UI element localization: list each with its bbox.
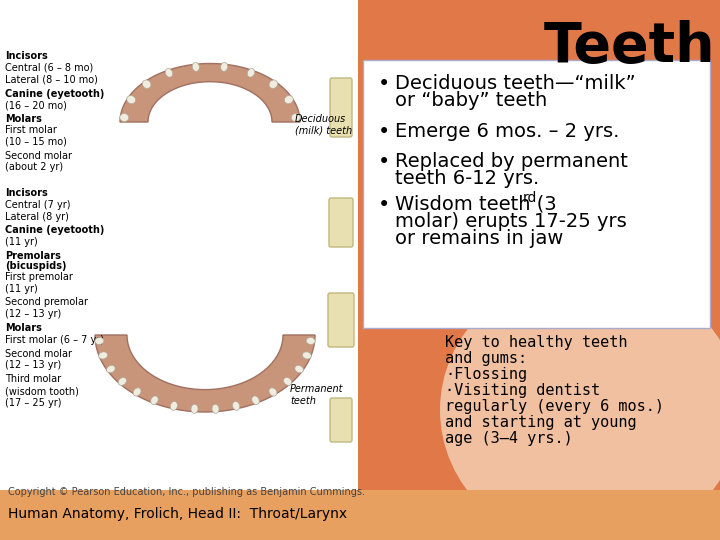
Text: Second molar: Second molar xyxy=(5,151,72,161)
Ellipse shape xyxy=(294,366,303,373)
Ellipse shape xyxy=(143,80,151,89)
Text: (12 – 13 yr): (12 – 13 yr) xyxy=(5,360,61,370)
Text: Copyright © Pearson Education, Inc., publishing as Benjamin Cummings.: Copyright © Pearson Education, Inc., pub… xyxy=(8,487,365,497)
Ellipse shape xyxy=(118,377,127,386)
Text: First molar (6 – 7 yr): First molar (6 – 7 yr) xyxy=(5,335,104,345)
Text: ·Visiting dentist: ·Visiting dentist xyxy=(445,383,600,398)
Text: Deciduous teeth—“milk”: Deciduous teeth—“milk” xyxy=(395,74,636,93)
Ellipse shape xyxy=(150,396,158,404)
Ellipse shape xyxy=(284,96,293,104)
Text: •: • xyxy=(378,195,390,215)
Ellipse shape xyxy=(191,404,198,413)
Text: rd: rd xyxy=(523,191,537,205)
Ellipse shape xyxy=(233,402,240,410)
Text: (11 yr): (11 yr) xyxy=(5,284,37,294)
Text: Deciduous
(milk) teeth: Deciduous (milk) teeth xyxy=(295,114,352,136)
Ellipse shape xyxy=(252,396,259,404)
Text: regularly (every 6 mos.): regularly (every 6 mos.) xyxy=(445,399,664,414)
Text: Lateral (8 – 10 mo): Lateral (8 – 10 mo) xyxy=(5,75,98,85)
Ellipse shape xyxy=(120,113,129,122)
Text: Wisdom teeth (3: Wisdom teeth (3 xyxy=(395,195,557,214)
Ellipse shape xyxy=(302,352,311,359)
Text: (11 yr): (11 yr) xyxy=(5,237,37,247)
Text: ·Flossing: ·Flossing xyxy=(445,367,527,382)
FancyBboxPatch shape xyxy=(329,198,353,247)
Text: and gums:: and gums: xyxy=(445,351,527,366)
Text: First molar: First molar xyxy=(5,125,57,135)
Text: Third molar: Third molar xyxy=(5,374,61,384)
Text: Molars: Molars xyxy=(5,323,42,333)
Ellipse shape xyxy=(95,338,104,345)
Bar xyxy=(363,60,710,328)
Polygon shape xyxy=(120,64,300,122)
Ellipse shape xyxy=(306,338,315,345)
Ellipse shape xyxy=(99,352,107,359)
Text: (about 2 yr): (about 2 yr) xyxy=(5,162,63,172)
Ellipse shape xyxy=(192,63,199,71)
Text: and starting at young: and starting at young xyxy=(445,415,636,430)
Text: Molars: Molars xyxy=(5,114,42,124)
Text: •: • xyxy=(378,122,390,142)
Text: Incisors: Incisors xyxy=(5,51,48,61)
Text: (wisdom tooth): (wisdom tooth) xyxy=(5,386,79,396)
Text: Canine (eyetooth): Canine (eyetooth) xyxy=(5,225,104,235)
Text: molar) erupts 17-25 yrs: molar) erupts 17-25 yrs xyxy=(395,212,626,231)
Ellipse shape xyxy=(107,366,115,373)
Text: •: • xyxy=(378,152,390,172)
Ellipse shape xyxy=(269,80,278,89)
FancyBboxPatch shape xyxy=(330,78,352,137)
Text: Central (6 – 8 mo): Central (6 – 8 mo) xyxy=(5,63,94,73)
FancyBboxPatch shape xyxy=(328,293,354,347)
Bar xyxy=(0,490,720,540)
Ellipse shape xyxy=(170,402,177,410)
Polygon shape xyxy=(95,335,315,412)
Text: Canine (eyetooth): Canine (eyetooth) xyxy=(5,89,104,99)
Text: Replaced by permanent: Replaced by permanent xyxy=(395,152,628,171)
Text: Second molar: Second molar xyxy=(5,349,72,359)
Text: Teeth: Teeth xyxy=(544,20,715,74)
Text: (10 – 15 mo): (10 – 15 mo) xyxy=(5,137,67,147)
Ellipse shape xyxy=(220,63,228,71)
Ellipse shape xyxy=(291,113,300,122)
Text: (12 – 13 yr): (12 – 13 yr) xyxy=(5,309,61,319)
Bar xyxy=(0,0,358,490)
Text: Lateral (8 yr): Lateral (8 yr) xyxy=(5,212,69,222)
Text: First premolar: First premolar xyxy=(5,272,73,282)
Text: teeth 6-12 yrs.: teeth 6-12 yrs. xyxy=(395,169,539,188)
Text: Permanent
teeth: Permanent teeth xyxy=(290,384,343,406)
Ellipse shape xyxy=(212,404,219,413)
Ellipse shape xyxy=(133,388,141,396)
Ellipse shape xyxy=(127,96,135,104)
Text: Emerge 6 mos. – 2 yrs.: Emerge 6 mos. – 2 yrs. xyxy=(395,122,619,141)
Text: Key to healthy teeth: Key to healthy teeth xyxy=(445,335,628,350)
Text: (16 – 20 mo): (16 – 20 mo) xyxy=(5,100,67,110)
Text: Incisors: Incisors xyxy=(5,188,48,198)
Text: Central (7 yr): Central (7 yr) xyxy=(5,200,71,210)
Ellipse shape xyxy=(166,69,173,77)
Ellipse shape xyxy=(284,377,292,386)
Text: Human Anatomy, Frolich, Head II:  Throat/Larynx: Human Anatomy, Frolich, Head II: Throat/… xyxy=(8,507,347,521)
Text: or remains in jaw: or remains in jaw xyxy=(395,229,563,248)
Text: age (3–4 yrs.): age (3–4 yrs.) xyxy=(445,431,572,446)
Ellipse shape xyxy=(269,388,277,396)
Text: (17 – 25 yr): (17 – 25 yr) xyxy=(5,398,61,408)
Text: (bicuspids): (bicuspids) xyxy=(5,261,66,271)
Ellipse shape xyxy=(440,270,720,540)
Ellipse shape xyxy=(247,69,255,77)
Text: •: • xyxy=(378,74,390,94)
FancyBboxPatch shape xyxy=(330,398,352,442)
Text: Premolars: Premolars xyxy=(5,251,61,261)
Text: Second premolar: Second premolar xyxy=(5,297,88,307)
Text: or “baby” teeth: or “baby” teeth xyxy=(395,91,547,110)
